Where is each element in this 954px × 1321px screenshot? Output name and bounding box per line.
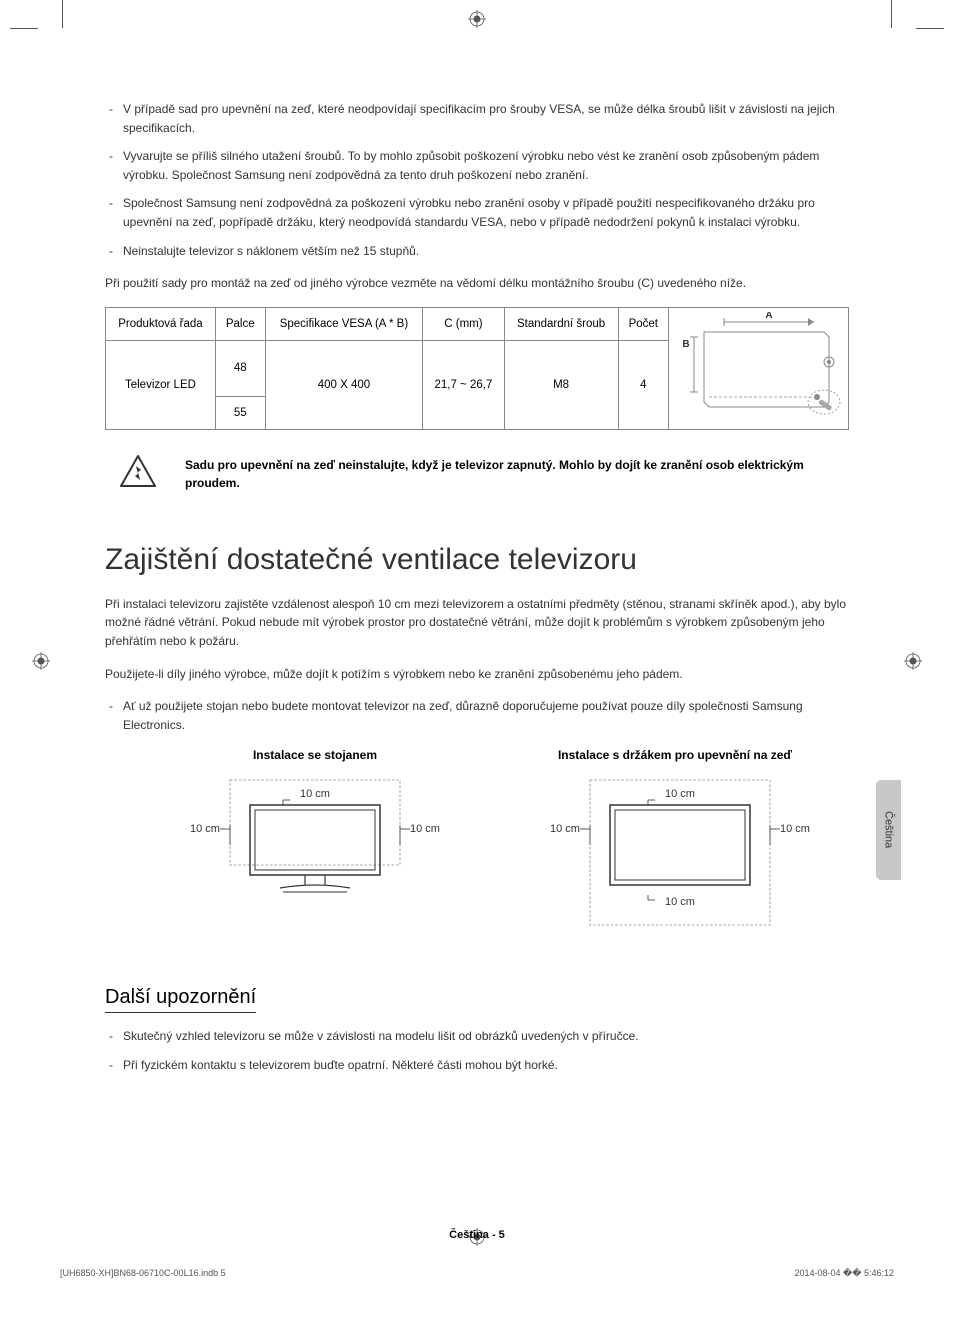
th-screw: Standardní šroub (504, 307, 618, 340)
list-item: Neinstalujte televizor s náklonem větším… (105, 242, 849, 261)
tv-stand-diagram-icon: 10 cm 10 cm 10 cm (175, 770, 455, 910)
list-item: Ať už použijete stojan nebo budete monto… (105, 697, 849, 734)
note-text: Při použití sady pro montáž na zeď od ji… (105, 274, 849, 293)
diagram-wall-title: Instalace s držákem pro upevnění na zeď (525, 748, 825, 762)
language-tab-label: Čeština (883, 811, 895, 848)
svg-text:10 cm: 10 cm (550, 823, 580, 835)
vent-para-1: Při instalaci televizoru zajistěte vzdál… (105, 595, 849, 651)
bottom-bullet-list: Skutečný vzhled televizoru se může v záv… (105, 1027, 849, 1074)
diagram-stand: Instalace se stojanem 10 cm 10 cm 10 cm (175, 748, 455, 910)
print-timestamp: 2014-08-04 �� 5:46:12 (794, 1268, 894, 1279)
vesa-diagram-icon: A B (674, 312, 844, 422)
list-item: Při fyzickém kontaktu s televizorem buďt… (105, 1056, 849, 1075)
td-c: 21,7 ~ 26,7 (423, 340, 504, 429)
svg-text:10 cm: 10 cm (780, 823, 810, 835)
list-item: V případě sad pro upevnění na zeď, které… (105, 100, 849, 137)
vent-para-2: Použijete-li díly jiného výrobce, může d… (105, 665, 849, 684)
svg-text:10 cm: 10 cm (190, 823, 220, 835)
diagram-wallmount: Instalace s držákem pro upevnění na zeď … (525, 748, 825, 940)
print-file-label: [UH6850-XH]BN68-06710C-00L16.indb 5 (60, 1268, 226, 1279)
th-product: Produktová řada (106, 307, 216, 340)
td-product: Televizor LED (106, 340, 216, 429)
svg-text:A: A (765, 312, 772, 321)
svg-text:10 cm: 10 cm (665, 896, 695, 908)
heading-ventilation: Zajištění dostatečné ventilace televizor… (105, 543, 849, 577)
diagram-stand-title: Instalace se stojanem (175, 748, 455, 762)
warning-block: Sadu pro upevnění na zeď neinstalujte, k… (119, 454, 849, 493)
page-footer: Čeština - 5 (0, 1229, 954, 1241)
vesa-spec-table: Produktová řada Palce Specifikace VESA (… (105, 307, 849, 430)
list-item: Skutečný vzhled televizoru se může v záv… (105, 1027, 849, 1046)
td-inch: 48 (215, 340, 265, 396)
th-c: C (mm) (423, 307, 504, 340)
td-screw: M8 (504, 340, 618, 429)
heading-additional: Další upozornění (105, 986, 256, 1013)
svg-text:B: B (682, 339, 689, 350)
svg-text:10 cm: 10 cm (410, 823, 440, 835)
th-vesa: Specifikace VESA (A * B) (265, 307, 423, 340)
top-bullet-list: V případě sad pro upevnění na zeď, které… (105, 100, 849, 260)
vent-bullet-list: Ať už použijete stojan nebo budete monto… (105, 697, 849, 734)
registration-mark-icon (468, 10, 486, 28)
td-inch: 55 (215, 396, 265, 429)
th-count: Počet (618, 307, 668, 340)
th-inches: Palce (215, 307, 265, 340)
registration-mark-icon (32, 652, 50, 670)
language-tab: Čeština (876, 780, 901, 880)
svg-text:10 cm: 10 cm (300, 788, 330, 800)
warning-triangle-icon (119, 454, 157, 493)
tv-wall-diagram-icon: 10 cm 10 cm 10 cm 10 cm (525, 770, 825, 940)
svg-text:10 cm: 10 cm (665, 788, 695, 800)
td-count: 4 (618, 340, 668, 429)
vesa-diagram-cell: A B (669, 307, 849, 429)
print-footer: [UH6850-XH]BN68-06710C-00L16.indb 5 2014… (60, 1268, 894, 1279)
td-vesa: 400 X 400 (265, 340, 423, 429)
list-item: Společnost Samsung není zodpovědná za po… (105, 194, 849, 231)
list-item: Vyvarujte se příliš silného utažení šrou… (105, 147, 849, 184)
registration-mark-icon (904, 652, 922, 670)
warning-text: Sadu pro upevnění na zeď neinstalujte, k… (185, 454, 849, 492)
